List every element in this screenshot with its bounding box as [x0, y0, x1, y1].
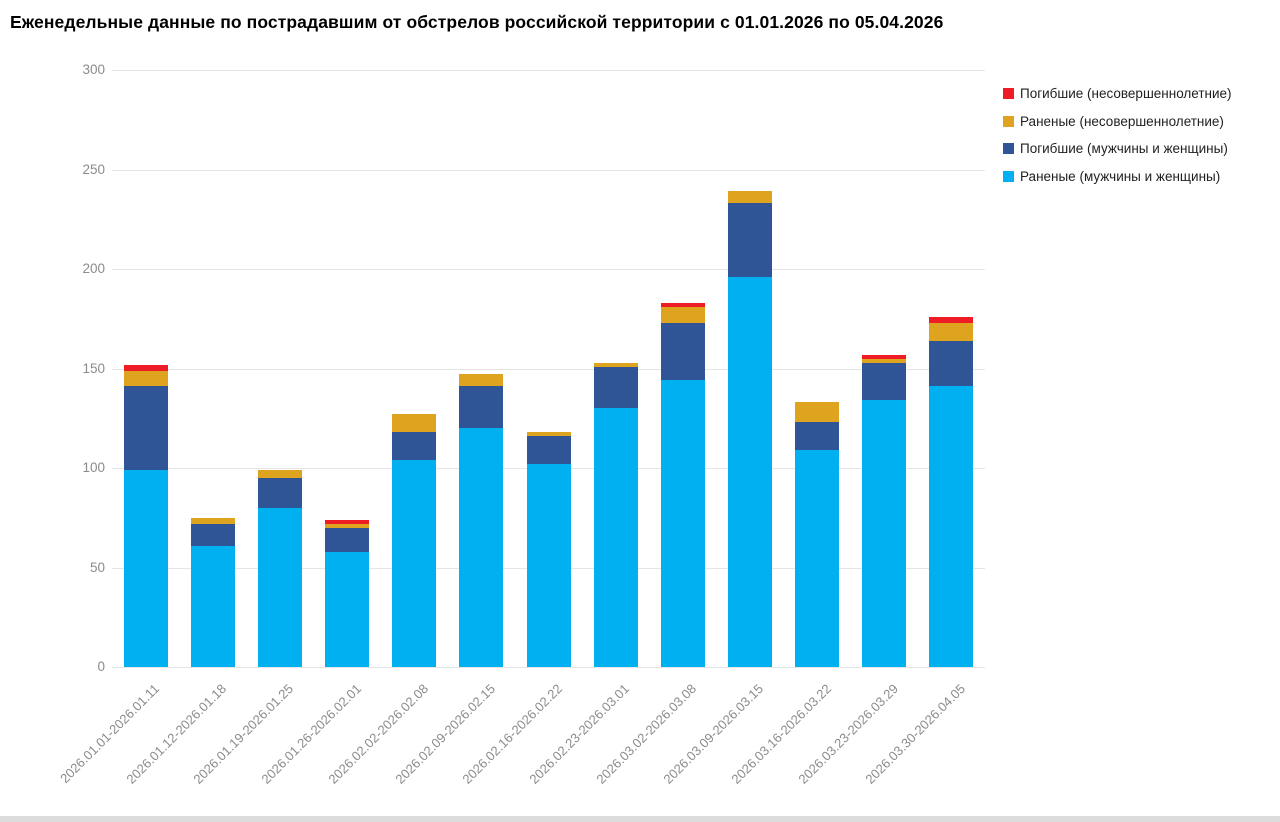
bar-segment[interactable] — [862, 400, 907, 667]
y-tick-label-100: 100 — [82, 460, 105, 475]
bar-segment[interactable] — [929, 340, 974, 387]
bar-segment[interactable] — [190, 545, 235, 667]
bar-segment[interactable] — [795, 450, 840, 667]
legend-label: Раненые (несовершеннолетние) — [1020, 113, 1224, 129]
legend-swatch-icon — [1003, 170, 1014, 182]
bar-segment[interactable] — [593, 408, 638, 667]
legend: Погибшие (несовершеннолетние) Раненые (не… — [1003, 80, 1232, 190]
bar-segment[interactable] — [257, 470, 302, 478]
bar-2026.03.23-2026.03.29[interactable] — [862, 354, 907, 667]
bar-2026.03.30-2026.04.05[interactable] — [929, 316, 974, 667]
bar-segment[interactable] — [660, 302, 705, 307]
bar-segment[interactable] — [593, 362, 638, 367]
bar-segment[interactable] — [459, 374, 504, 387]
gridline-200 — [112, 269, 985, 270]
y-tick-label-200: 200 — [82, 261, 105, 276]
bar-segment[interactable] — [392, 460, 437, 667]
bar-segment[interactable] — [526, 432, 571, 437]
bar-segment[interactable] — [123, 470, 168, 667]
bar-segment[interactable] — [392, 432, 437, 461]
y-tick-label-50: 50 — [89, 559, 105, 575]
legend-item[interactable]: Погибшие (мужчины и женщины) — [1003, 135, 1232, 163]
legend-item[interactable]: Раненые (мужчины и женщины) — [1003, 163, 1232, 191]
bar-segment[interactable] — [325, 519, 370, 524]
bar-segment[interactable] — [929, 322, 974, 341]
legend-item[interactable]: Погибшие (несовершеннолетние) — [1003, 80, 1232, 108]
bar-segment[interactable] — [727, 203, 772, 277]
legend-swatch-icon — [1003, 115, 1014, 127]
legend-label: Погибшие (несовершеннолетние) — [1020, 86, 1232, 102]
legend-label: Раненые (мужчины и женщины) — [1020, 168, 1221, 184]
bar-segment[interactable] — [862, 354, 907, 359]
bar-segment[interactable] — [929, 386, 974, 667]
gridline-0 — [112, 667, 985, 668]
bar-2026.02.02-2026.02.08[interactable] — [392, 414, 437, 667]
bar-2026.03.16-2026.03.22[interactable] — [795, 402, 840, 667]
chart-title: Еженедельные данные по пострадавшим от о… — [10, 12, 944, 32]
bar-2026.01.26-2026.02.01[interactable] — [325, 519, 370, 667]
y-tick-label-250: 250 — [82, 161, 105, 177]
bar-segment[interactable] — [593, 366, 638, 409]
gridline-250 — [112, 169, 985, 171]
bar-segment[interactable] — [190, 523, 235, 546]
bar-segment[interactable] — [123, 370, 168, 387]
bar-2026.01.19-2026.01.25[interactable] — [257, 470, 302, 667]
bar-2026.02.09-2026.02.15[interactable] — [459, 374, 504, 667]
bar-2026.03.02-2026.03.08[interactable] — [660, 302, 705, 667]
bar-segment[interactable] — [459, 428, 504, 667]
gridline-300 — [112, 70, 985, 71]
bar-segment[interactable] — [727, 191, 772, 204]
legend-swatch-icon — [1003, 88, 1014, 100]
bar-2026.02.16-2026.02.22[interactable] — [526, 432, 571, 667]
plot-area — [112, 70, 985, 668]
bar-segment[interactable] — [392, 414, 437, 433]
bar-segment[interactable] — [795, 402, 840, 423]
bar-segment[interactable] — [325, 551, 370, 667]
bar-segment[interactable] — [325, 527, 370, 552]
bar-segment[interactable] — [526, 464, 571, 667]
bar-segment[interactable] — [862, 362, 907, 401]
bar-segment[interactable] — [190, 517, 235, 524]
bar-segment[interactable] — [123, 386, 168, 470]
bar-2026.01.12-2026.01.18[interactable] — [190, 517, 235, 667]
bar-segment[interactable] — [727, 276, 772, 667]
bar-segment[interactable] — [660, 380, 705, 667]
window-bottom-edge — [0, 816, 1280, 822]
bar-segment[interactable] — [660, 322, 705, 381]
bar-segment[interactable] — [795, 422, 840, 451]
gridline-150 — [112, 368, 985, 370]
bar-segment[interactable] — [660, 306, 705, 323]
legend-swatch-icon — [1003, 143, 1014, 155]
bar-segment[interactable] — [325, 523, 370, 528]
y-tick-label-150: 150 — [82, 360, 105, 376]
bar-segment[interactable] — [123, 364, 168, 371]
y-tick-label-0: 0 — [97, 659, 105, 674]
legend-item[interactable]: Раненые (несовершеннолетние) — [1003, 108, 1232, 136]
bar-segment[interactable] — [257, 507, 302, 667]
bar-2026.03.09-2026.03.15[interactable] — [727, 191, 772, 667]
bar-segment[interactable] — [526, 436, 571, 465]
bar-2026.01.01-2026.01.11[interactable] — [123, 364, 168, 667]
y-tick-label-300: 300 — [82, 62, 105, 77]
bar-segment[interactable] — [459, 386, 504, 429]
bar-2026.02.23-2026.03.01[interactable] — [593, 362, 638, 667]
bar-segment[interactable] — [862, 358, 907, 363]
bar-segment[interactable] — [257, 477, 302, 508]
legend-label: Погибшие (мужчины и женщины) — [1020, 141, 1228, 157]
bar-segment[interactable] — [929, 316, 974, 323]
